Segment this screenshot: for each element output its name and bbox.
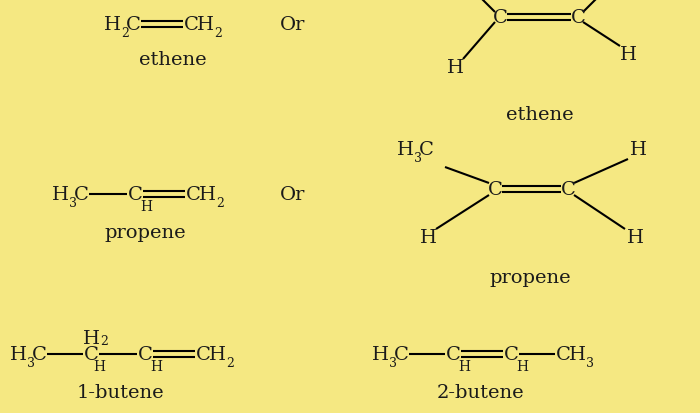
Text: 2: 2 — [216, 197, 224, 209]
Text: 3: 3 — [414, 152, 422, 165]
Text: C: C — [183, 16, 198, 34]
Text: 3: 3 — [69, 197, 77, 209]
Text: H: H — [626, 228, 643, 247]
Text: Or: Or — [280, 16, 306, 34]
Text: C: C — [503, 345, 519, 363]
Text: H: H — [447, 59, 463, 77]
Text: C: C — [393, 345, 408, 363]
Text: H: H — [568, 345, 585, 363]
Text: C: C — [556, 345, 570, 363]
Text: 3: 3 — [586, 356, 594, 369]
Text: 2: 2 — [100, 334, 108, 347]
Text: C: C — [561, 180, 575, 199]
Text: H: H — [10, 345, 27, 363]
Text: propene: propene — [489, 268, 570, 286]
Text: H: H — [620, 46, 636, 64]
Text: H: H — [419, 228, 437, 247]
Text: H: H — [140, 199, 152, 214]
Text: H: H — [396, 141, 414, 159]
Text: 3: 3 — [27, 356, 35, 369]
Text: 2: 2 — [121, 27, 129, 40]
Text: H: H — [516, 359, 528, 373]
Text: ethene: ethene — [506, 106, 574, 124]
Text: 3: 3 — [389, 356, 397, 369]
Text: H: H — [209, 345, 225, 363]
Text: H: H — [104, 16, 120, 34]
Text: C: C — [488, 180, 503, 199]
Text: C: C — [127, 185, 142, 204]
Text: C: C — [446, 345, 461, 363]
Text: H: H — [372, 345, 389, 363]
Text: C: C — [125, 16, 141, 34]
Text: H: H — [93, 359, 105, 373]
Text: 2-butene: 2-butene — [436, 383, 524, 401]
Text: 2: 2 — [214, 27, 222, 40]
Text: H: H — [629, 141, 647, 159]
Text: C: C — [138, 345, 153, 363]
Text: H: H — [199, 185, 216, 204]
Text: C: C — [493, 9, 507, 27]
Text: C: C — [570, 9, 585, 27]
Text: H: H — [458, 359, 470, 373]
Text: Or: Or — [280, 185, 306, 204]
Text: ethene: ethene — [139, 51, 206, 69]
Text: propene: propene — [104, 223, 186, 242]
Text: C: C — [74, 185, 88, 204]
Text: 1-butene: 1-butene — [76, 383, 164, 401]
Text: H: H — [83, 329, 99, 347]
Text: C: C — [419, 141, 433, 159]
Text: H: H — [150, 359, 162, 373]
Text: C: C — [83, 345, 99, 363]
Text: 2: 2 — [226, 356, 234, 369]
Text: H: H — [197, 16, 214, 34]
Text: H: H — [52, 185, 69, 204]
Text: C: C — [32, 345, 46, 363]
Text: C: C — [195, 345, 211, 363]
Text: C: C — [186, 185, 200, 204]
